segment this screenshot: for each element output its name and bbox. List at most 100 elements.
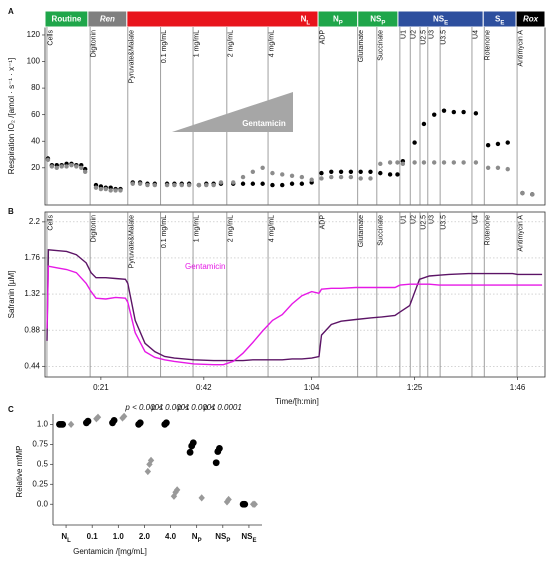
data-point	[358, 169, 363, 174]
data-point	[118, 188, 123, 193]
event-label: U2	[411, 30, 418, 39]
data-point	[520, 190, 525, 196]
data-point	[395, 172, 400, 177]
plot-frame	[44, 26, 546, 206]
data-point	[59, 420, 67, 428]
data-point	[451, 160, 457, 165]
data-point	[260, 181, 265, 186]
data-point	[240, 181, 246, 186]
x-tick-label-sub: P	[198, 538, 202, 544]
x-tick-label-main: 2.0	[139, 532, 151, 541]
protocol-label-main: Routine	[52, 15, 82, 24]
x-tick-label-main: N	[192, 532, 198, 541]
event-label: U2	[411, 215, 418, 224]
wedge-label: Gentamicin	[242, 119, 286, 128]
protocol-label-main: NS	[370, 15, 382, 24]
event-label: 0.1 mg/mL	[161, 215, 168, 248]
data-point	[179, 182, 184, 188]
data-point	[172, 182, 177, 188]
x-tick-label-main: N	[61, 532, 67, 541]
data-point	[173, 486, 181, 494]
data-point	[218, 180, 224, 185]
event-label: 1 mg/mL	[194, 30, 201, 57]
x-tick-label-sub: E	[252, 538, 256, 544]
data-point	[387, 160, 393, 165]
data-point	[196, 182, 202, 188]
data-point	[186, 448, 194, 456]
data-point	[216, 444, 223, 452]
data-point	[189, 439, 197, 447]
event-label: Antimycin A	[518, 30, 525, 67]
data-point	[412, 160, 417, 165]
protocol-label-sub: E	[444, 20, 448, 26]
y-axis-title: Relative mtMP	[15, 445, 24, 497]
data-point	[378, 170, 383, 176]
data-point	[358, 176, 363, 181]
data-point	[432, 160, 437, 165]
data-point	[400, 161, 406, 167]
x-tick-label-main: NS	[215, 532, 227, 541]
data-point	[329, 174, 334, 180]
data-point	[378, 161, 383, 167]
event-label: U4	[472, 215, 479, 224]
data-point	[289, 181, 295, 186]
data-point	[387, 172, 393, 177]
data-point	[338, 174, 344, 180]
data-point	[461, 160, 466, 165]
data-line	[46, 265, 543, 366]
x-tick-label: 1.0	[113, 532, 125, 541]
event-label: Cells	[47, 30, 54, 46]
x-tick-label: 1:46	[510, 383, 526, 392]
data-point	[113, 188, 118, 193]
data-point	[250, 169, 256, 174]
panel-label: A	[8, 7, 14, 16]
protocol-label-main: NS	[433, 15, 445, 24]
y-tick-label: 0.5	[37, 459, 49, 468]
x-axis-title: Gentamicin /[mg/mL]	[73, 547, 147, 556]
event-label: Pyruvate&Malate	[128, 30, 135, 83]
event-label: U1	[400, 30, 407, 39]
event-label: 4 mg/mL	[269, 30, 276, 57]
protocol-label: SE	[495, 15, 504, 26]
data-point	[368, 169, 373, 174]
protocol-label: Routine	[52, 15, 82, 24]
event-label: Glutamate	[358, 215, 365, 247]
data-point	[395, 160, 400, 165]
x-tick-label-main: 0.1	[87, 532, 99, 541]
y-axis-title: Respiration IO₂ /[amol · s⁻¹ · x⁻¹]	[7, 58, 16, 174]
protocol-label: Ren	[100, 15, 115, 24]
y-tick-label: 1.32	[24, 289, 40, 298]
data-point	[495, 165, 501, 171]
p-value: p < 0.0001	[203, 403, 242, 412]
data-point	[198, 494, 205, 502]
event-label: Glutamate	[358, 30, 365, 62]
panel-label: B	[8, 207, 14, 216]
data-point	[120, 412, 128, 421]
event-label: Cells	[47, 215, 54, 231]
data-point	[299, 181, 305, 186]
data-point	[67, 420, 75, 428]
x-tick-label-sub: P	[226, 538, 230, 544]
data-point	[319, 170, 324, 176]
data-point	[473, 160, 479, 165]
protocol-label-main: N	[333, 15, 339, 24]
y-tick-label: 1.76	[24, 253, 40, 262]
data-point	[505, 166, 510, 172]
x-tick-label: 4.0	[165, 532, 177, 541]
data-point	[164, 182, 170, 188]
data-point	[461, 109, 466, 115]
data-point	[211, 182, 216, 188]
data-point	[432, 112, 437, 117]
x-axis-title: Time/[h:min]	[275, 397, 319, 406]
y-tick-label: 0.0	[37, 499, 49, 508]
event-label: U3.5	[441, 215, 448, 230]
data-point	[145, 182, 150, 188]
protocol-label-sub: P	[381, 20, 385, 26]
protocol-label: NP	[333, 15, 343, 26]
y-tick-label: 0.44	[24, 361, 40, 370]
data-point	[84, 417, 92, 425]
data-point	[136, 419, 144, 427]
data-point	[98, 186, 104, 192]
data-point	[530, 192, 535, 197]
data-point	[421, 160, 427, 165]
